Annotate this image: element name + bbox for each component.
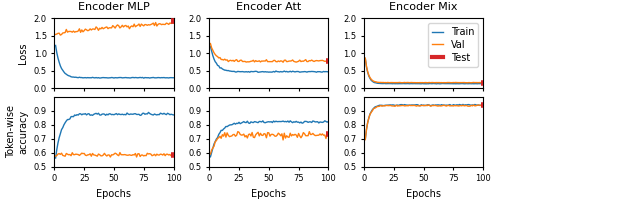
Title: Encoder MLP: Encoder MLP [78, 2, 150, 12]
Y-axis label: Loss: Loss [18, 42, 28, 64]
Title: Encoder Mix: Encoder Mix [389, 2, 458, 12]
Y-axis label: Token-wise
accuracy: Token-wise accuracy [6, 105, 28, 158]
X-axis label: Epochs: Epochs [97, 189, 131, 199]
Legend: Train, Val, Test: Train, Val, Test [428, 23, 478, 67]
X-axis label: Epochs: Epochs [406, 189, 441, 199]
Title: Encoder Att: Encoder Att [236, 2, 301, 12]
X-axis label: Epochs: Epochs [252, 189, 286, 199]
